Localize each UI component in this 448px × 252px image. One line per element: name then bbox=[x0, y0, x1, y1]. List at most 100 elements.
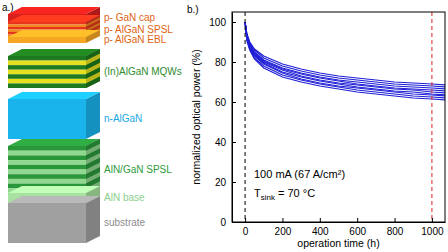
layer-front bbox=[8, 79, 86, 84]
series-line bbox=[245, 22, 445, 89]
y-tick: 60 bbox=[215, 97, 236, 108]
x-tick-mark bbox=[245, 218, 246, 222]
layer bbox=[8, 49, 100, 88]
layer bbox=[8, 7, 100, 22]
x-tick: 1000 bbox=[421, 218, 444, 237]
layer-top bbox=[8, 139, 100, 146]
layer-front bbox=[8, 155, 86, 160]
y-tick-label: 40 bbox=[215, 137, 227, 148]
layer-front bbox=[8, 25, 86, 28]
layer-label: AlN base bbox=[104, 192, 145, 203]
series-line bbox=[245, 22, 445, 95]
reference-line bbox=[431, 12, 432, 222]
y-axis: 0 20 40 60 80 100 bbox=[209, 13, 236, 228]
layer-label: substrate bbox=[104, 217, 146, 228]
y-tick: 100 bbox=[209, 17, 236, 28]
layer-label: AlN/GaN SPSL bbox=[104, 164, 172, 175]
x-tick-mark bbox=[282, 218, 283, 222]
layer-front bbox=[8, 70, 86, 75]
x-tick-label: 400 bbox=[312, 226, 329, 237]
plot-frame bbox=[232, 12, 445, 222]
layer-front bbox=[8, 83, 86, 88]
y-axis-line bbox=[232, 13, 233, 223]
layer-label: n-AlGaN bbox=[104, 113, 142, 124]
y-tick-label: 80 bbox=[215, 57, 227, 68]
layer bbox=[8, 186, 100, 203]
x-tick-mark bbox=[320, 218, 321, 222]
x-axis-line bbox=[233, 222, 446, 223]
layer-top bbox=[8, 30, 100, 37]
y-axis-title: normalized optical power (%) bbox=[190, 49, 202, 184]
layer-front bbox=[8, 74, 86, 79]
layer-top bbox=[8, 7, 100, 14]
x-tick: 200 bbox=[275, 218, 292, 237]
layer-side bbox=[86, 139, 100, 193]
layer-front bbox=[8, 174, 86, 179]
y-tick-label: 60 bbox=[215, 97, 227, 108]
layer-front bbox=[8, 56, 86, 61]
x-tick: 400 bbox=[312, 218, 329, 237]
layer-front bbox=[8, 179, 86, 184]
annotation-part: = 70 °C bbox=[275, 187, 315, 199]
y-tick-mark bbox=[232, 142, 236, 143]
layer-front bbox=[8, 203, 86, 243]
layer-front bbox=[8, 165, 86, 170]
x-tick-mark bbox=[357, 218, 358, 222]
layer-side bbox=[86, 92, 100, 139]
y-tick-mark bbox=[232, 182, 236, 183]
layer-label: p- AlGaN SPSL bbox=[104, 24, 173, 35]
x-axis-title: operation time (h) bbox=[297, 237, 379, 249]
x-tick-label: 1000 bbox=[421, 226, 444, 237]
x-tick-label: 0 bbox=[243, 226, 249, 237]
layer-front bbox=[8, 160, 86, 165]
y-tick-label: 0 bbox=[220, 217, 226, 228]
layer bbox=[8, 92, 100, 139]
layer-top bbox=[8, 15, 100, 22]
y-tick-mark bbox=[232, 62, 236, 63]
y-tick: 0 bbox=[220, 217, 236, 228]
layer bbox=[8, 196, 100, 243]
layer-front bbox=[8, 27, 86, 30]
layer-top bbox=[8, 92, 100, 99]
layer-top bbox=[8, 186, 100, 193]
y-tick-mark bbox=[232, 222, 236, 223]
annotation: 100 mA (67 A/cm²) bbox=[254, 168, 345, 180]
series-line bbox=[245, 22, 445, 98]
x-tick-label: 600 bbox=[349, 226, 366, 237]
layer-front bbox=[8, 37, 86, 43]
layer-front bbox=[8, 151, 86, 156]
y-tick-label: 100 bbox=[209, 17, 226, 28]
layer-front bbox=[8, 22, 86, 25]
layer bbox=[8, 30, 100, 43]
layer-top bbox=[8, 49, 100, 56]
layer-front bbox=[8, 65, 86, 70]
layer bbox=[8, 15, 100, 37]
y-tick-mark bbox=[232, 102, 236, 103]
y-tick: 20 bbox=[215, 177, 236, 188]
layer-front bbox=[8, 99, 86, 139]
reference-line bbox=[245, 12, 246, 222]
series-line bbox=[245, 22, 445, 87]
y-tick-label: 20 bbox=[215, 177, 227, 188]
series-line bbox=[245, 22, 445, 93]
layer-front bbox=[8, 146, 86, 151]
x-tick-mark bbox=[395, 218, 396, 222]
layer-top bbox=[8, 196, 100, 203]
layer-label: p- AlGaN EBL bbox=[104, 34, 167, 45]
x-axis: 0 200 400 600 800 1000 bbox=[233, 218, 446, 237]
series-line bbox=[245, 22, 445, 85]
layer-stack bbox=[8, 7, 100, 243]
x-tick-mark bbox=[432, 218, 433, 222]
y-tick: 80 bbox=[215, 57, 236, 68]
layer-side bbox=[86, 196, 100, 243]
x-tick: 800 bbox=[387, 218, 404, 237]
layer-front bbox=[8, 61, 86, 66]
layer-side-stripe bbox=[86, 76, 100, 88]
series-line bbox=[245, 22, 445, 100]
layer-label: (In)AlGaN MQWs bbox=[104, 66, 182, 77]
layer-label: p- GaN cap bbox=[104, 12, 156, 23]
annotation: Tsink = 70 °C bbox=[254, 187, 315, 202]
series-line bbox=[245, 22, 445, 91]
annotation-part: sink bbox=[261, 193, 276, 202]
series-line bbox=[245, 22, 445, 96]
